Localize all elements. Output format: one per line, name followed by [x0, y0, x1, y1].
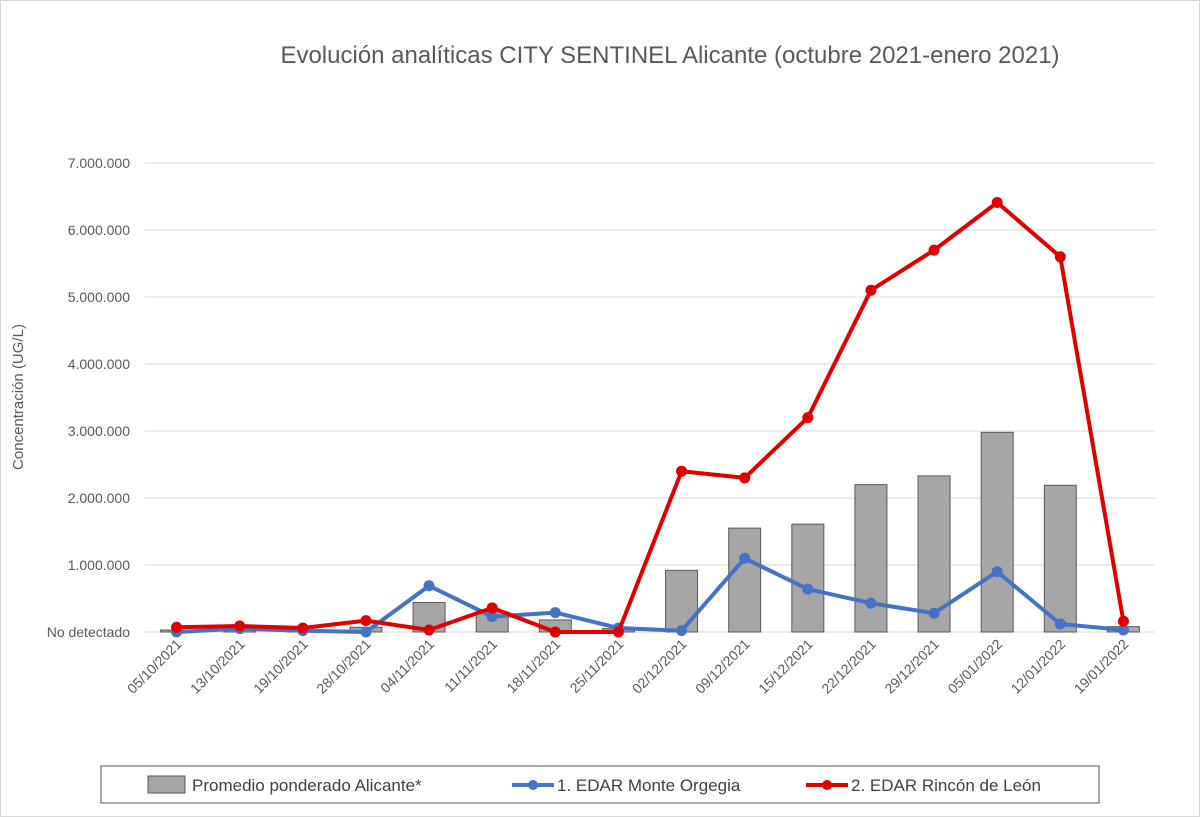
line-series [171, 197, 1129, 638]
x-tick-label: 09/12/2021 [692, 636, 753, 697]
x-tick-label: 28/10/2021 [313, 636, 374, 697]
x-tick-label: 22/12/2021 [818, 636, 879, 697]
data-point [549, 607, 561, 619]
data-point [928, 607, 940, 619]
x-tick-label: 18/11/2021 [503, 636, 563, 696]
y-tick-label: 6.000.000 [68, 222, 130, 238]
bar [665, 569, 699, 633]
data-point [234, 620, 246, 632]
data-point [991, 566, 1003, 578]
data-point [739, 552, 751, 564]
data-point [739, 472, 751, 484]
data-point [1117, 615, 1129, 627]
data-point [865, 284, 877, 296]
legend-marker-monte-orgegia [528, 780, 538, 790]
x-tick-label: 11/11/2021 [441, 636, 501, 696]
x-tick-label: 25/11/2021 [566, 636, 626, 696]
bar [728, 527, 762, 633]
data-point [486, 611, 498, 623]
data-point [423, 624, 435, 636]
y-tick-labels: No detectado 1.000.000 2.000.000 3.000.000 4… [47, 155, 130, 640]
data-point [360, 615, 372, 627]
y-tick-label: 5.000.000 [68, 289, 130, 305]
x-tick-label: 04/11/2021 [377, 636, 437, 696]
data-point [676, 625, 688, 637]
bar [1043, 484, 1077, 633]
series-line [176, 200, 1126, 634]
legend-label-promedio: Promedio ponderado Alicante* [192, 776, 422, 795]
y-axis-label: Concentración (UG/L) [10, 324, 27, 470]
data-point [928, 244, 940, 256]
y-tick-label: 3.000.000 [68, 423, 130, 439]
x-tick-label: 05/01/2022 [944, 636, 1005, 697]
y-tick-label: 4.000.000 [68, 356, 130, 372]
x-tick-label: 15/12/2021 [755, 636, 816, 697]
x-tick-label: 19/01/2022 [1071, 636, 1132, 697]
legend-swatch-bar [147, 775, 186, 794]
legend-label-rincon-de-leon: 2. EDAR Rincón de León [851, 776, 1041, 795]
bar-series [160, 431, 1140, 633]
x-tick-label: 29/12/2021 [881, 636, 942, 697]
data-point [297, 622, 309, 634]
data-point [1054, 251, 1066, 263]
data-point [802, 583, 814, 595]
data-point [360, 626, 372, 638]
x-tick-label: 12/01/2022 [1008, 636, 1069, 697]
legend-box [100, 765, 1100, 804]
legend: Promedio ponderado Alicante* 1. EDAR Mon… [100, 765, 1100, 804]
series-line [176, 556, 1124, 634]
data-point [549, 626, 561, 638]
data-point [423, 580, 435, 592]
data-point [802, 412, 814, 424]
y-tick-label: No detectado [47, 624, 130, 640]
x-tick-labels: 05/10/2021 13/10/2021 19/10/2021 28/10/2021… [124, 636, 1132, 697]
data-point [676, 465, 688, 477]
x-tick-label: 19/10/2021 [250, 636, 311, 697]
y-tick-label: 1.000.000 [68, 557, 130, 573]
x-tick-label: 13/10/2021 [187, 636, 248, 697]
bar [791, 523, 825, 633]
x-tick-label: 05/10/2021 [124, 636, 185, 697]
x-tick-label: 02/12/2021 [629, 636, 690, 697]
data-point [486, 602, 498, 614]
data-point [991, 197, 1003, 209]
data-point [171, 621, 183, 633]
legend-marker-rincon-de-leon [822, 780, 832, 790]
data-point [865, 597, 877, 609]
chart-title: Evolución analíticas CITY SENTINEL Alica… [280, 42, 1059, 69]
y-tick-label: 2.000.000 [68, 490, 130, 506]
data-point [612, 626, 624, 638]
data-point [1054, 618, 1066, 630]
data-point [1117, 624, 1129, 636]
bar [980, 431, 1014, 633]
bar [854, 484, 888, 633]
legend-label-monte-orgegia: 1. EDAR Monte Orgegia [557, 776, 741, 795]
y-tick-label: 7.000.000 [68, 155, 130, 171]
